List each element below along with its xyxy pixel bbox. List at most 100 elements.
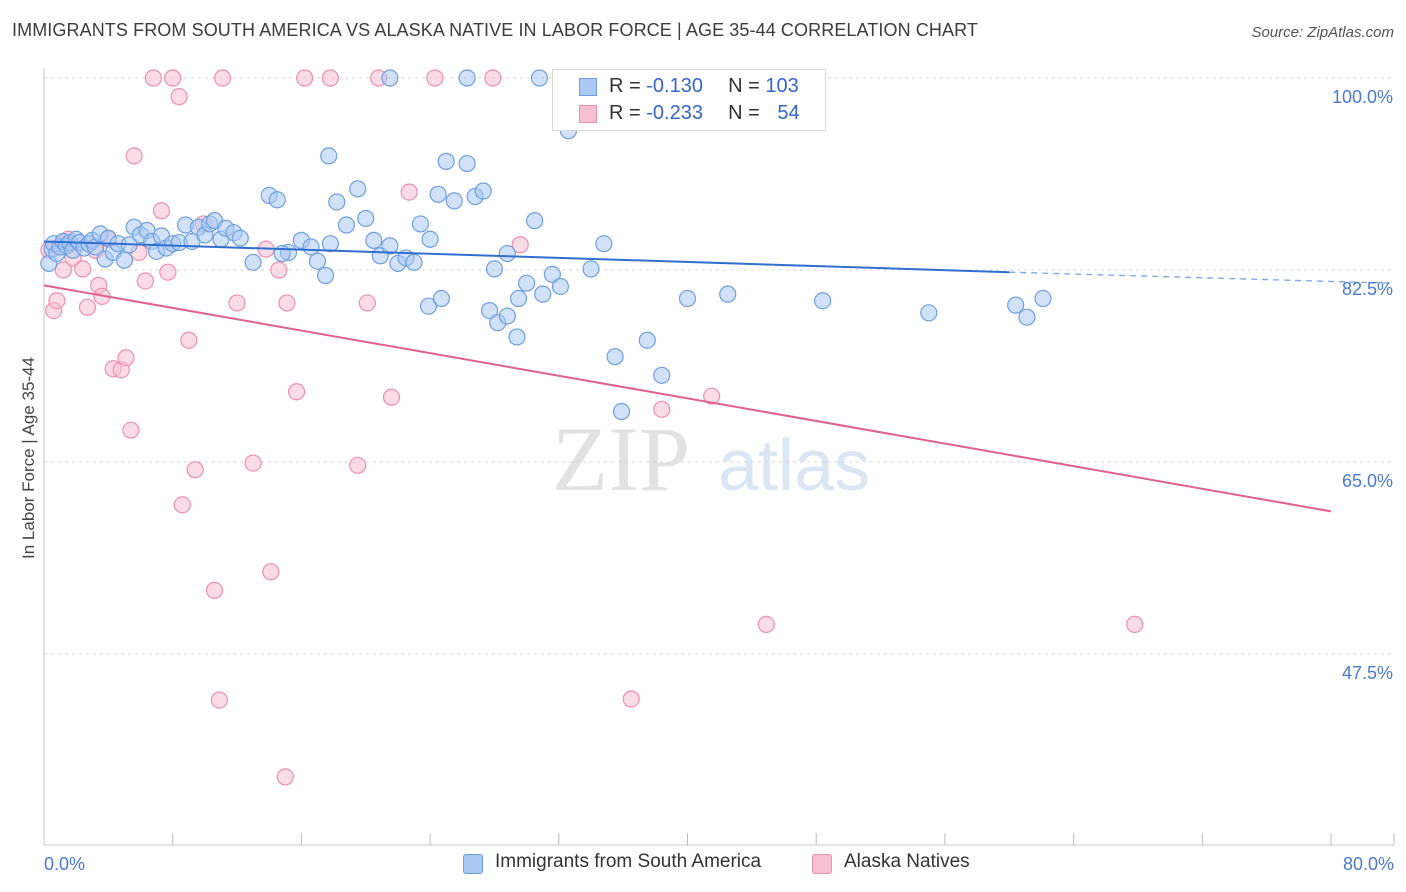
south-america-trend-line xyxy=(43,240,1010,274)
south-america-swatch xyxy=(579,78,597,96)
alaska-natives-point xyxy=(180,331,198,349)
watermark-zip: ZIP xyxy=(552,408,690,510)
alaska-natives-point xyxy=(54,261,72,279)
y-tick-label: 100.0% xyxy=(1332,87,1393,107)
south-america-point xyxy=(365,231,383,249)
alaska-natives-point xyxy=(287,383,306,401)
south-america-point xyxy=(509,289,528,308)
alaska-natives-point xyxy=(74,260,92,278)
south-america-point xyxy=(518,274,536,292)
south-america-point xyxy=(458,154,476,173)
south-america-point xyxy=(411,215,430,233)
stats-text: R = -0.233 N = 54 xyxy=(609,102,800,125)
r-value: -0.130 xyxy=(646,75,703,97)
alaska-natives-point xyxy=(349,456,367,474)
watermark-atlas: atlas xyxy=(718,426,870,506)
y-tick-label: 82.5% xyxy=(1342,279,1393,299)
alaska-natives-point xyxy=(622,690,640,708)
south-america-point xyxy=(1034,289,1052,308)
alaska-natives-point xyxy=(321,69,339,87)
alaska-natives-point xyxy=(653,400,671,418)
alaska-natives-point xyxy=(757,615,775,633)
n-value: 54 xyxy=(777,102,800,124)
y-tick-labels: 47.5% 65.0% 82.5% 100.0% xyxy=(1332,87,1393,683)
south-america-point xyxy=(1018,308,1036,326)
south-america-point xyxy=(458,69,476,87)
south-america-point xyxy=(231,229,249,247)
stats-text: R = -0.130 N = 103 xyxy=(609,75,799,98)
south-america-point xyxy=(419,297,438,315)
alaska-natives-point xyxy=(1126,615,1144,633)
alaska-natives-point xyxy=(484,69,502,87)
r-value: -0.233 xyxy=(646,102,703,124)
alaska-natives-legend-swatch xyxy=(812,854,832,874)
south-america-point xyxy=(244,253,262,271)
south-america-point xyxy=(508,328,526,346)
alaska-natives-point xyxy=(228,294,246,312)
south-america-point xyxy=(405,253,423,271)
x-tick-label-max: 80.0% xyxy=(1343,854,1394,874)
alaska-natives-point xyxy=(164,69,182,87)
south-america-point xyxy=(357,209,375,228)
alaska-natives-point xyxy=(426,69,444,87)
alaska-natives-point xyxy=(136,272,154,290)
south-america-point xyxy=(268,191,286,209)
alaska-natives-point xyxy=(117,349,135,367)
south-america-point xyxy=(302,238,320,256)
south-america-point xyxy=(474,182,492,200)
alaska-natives-point xyxy=(159,263,177,281)
alaska-natives-point xyxy=(276,768,294,786)
south-america-point xyxy=(653,366,671,384)
alaska-natives-point xyxy=(144,69,162,87)
r-label: R = xyxy=(609,102,641,124)
south-america-point xyxy=(349,180,367,198)
south-america-point xyxy=(115,251,134,269)
watermark: ZIP atlas xyxy=(552,408,870,510)
r-label: R = xyxy=(609,75,641,97)
grid-lines xyxy=(44,77,1394,655)
alaska-natives-point xyxy=(173,496,191,514)
n-label: N = xyxy=(728,102,760,124)
n-label: N = xyxy=(728,75,760,97)
south-america-point xyxy=(498,244,516,263)
south-america-point xyxy=(321,235,339,253)
legend-label: Alaska Natives xyxy=(844,851,970,872)
source-label: Source: ZipAtlas.com xyxy=(1251,24,1394,41)
alaska-natives-point xyxy=(205,581,224,599)
south-america-point xyxy=(534,285,552,303)
south-america-point xyxy=(814,292,832,310)
alaska-natives-point xyxy=(270,261,288,279)
south-america-point xyxy=(920,304,938,322)
y-tick-label: 47.5% xyxy=(1342,663,1393,683)
south-america-point xyxy=(1007,296,1025,314)
alaska-natives-point xyxy=(400,183,418,201)
alaska-natives-point xyxy=(278,294,296,312)
south-america-point xyxy=(421,230,439,248)
trend-lines xyxy=(43,240,1392,513)
y-tick-label: 65.0% xyxy=(1342,471,1393,491)
stats-legend: R = -0.130 N = 103 R = -0.233 N = 54 xyxy=(552,69,826,131)
south-america-point xyxy=(638,331,656,349)
alaska-natives-point xyxy=(78,298,97,316)
south-america-point xyxy=(543,265,561,283)
alaska-natives-point xyxy=(186,461,204,479)
south-america-point xyxy=(612,402,631,421)
south-america-legend-swatch xyxy=(463,854,483,874)
south-america-point xyxy=(316,266,335,285)
south-america-point xyxy=(429,185,447,203)
alaska-natives-point xyxy=(170,88,188,106)
south-america-point xyxy=(445,192,463,210)
alaska-natives-point xyxy=(210,691,228,709)
south-america-point xyxy=(551,277,570,296)
south-america-point xyxy=(437,152,455,170)
axes xyxy=(43,68,1394,846)
south-america-point xyxy=(719,285,737,303)
alaska-natives-point xyxy=(358,294,376,312)
south-america-point xyxy=(595,235,613,253)
south-america-trend-extension xyxy=(1009,271,1392,284)
south-america-point xyxy=(432,289,450,308)
alaska-natives-point xyxy=(122,421,140,439)
chart-title: IMMIGRANTS FROM SOUTH AMERICA VS ALASKA … xyxy=(12,20,978,40)
n-value: 103 xyxy=(765,75,799,97)
alaska-natives-point xyxy=(296,69,314,87)
